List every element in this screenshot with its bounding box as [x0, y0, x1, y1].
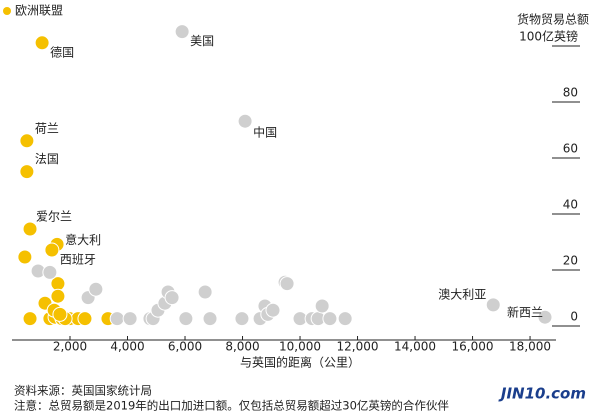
x-tick-label: 14,000 — [394, 340, 436, 354]
y-tick-label: 60 — [563, 142, 578, 156]
point — [22, 311, 38, 327]
point — [174, 24, 190, 40]
point — [19, 164, 35, 180]
point — [109, 311, 125, 327]
point — [164, 290, 180, 306]
point — [279, 276, 295, 292]
point-label: 美国 — [190, 34, 214, 48]
point — [337, 311, 353, 327]
point — [265, 302, 281, 318]
y-tick-label: 80 — [563, 86, 578, 100]
point — [122, 311, 138, 327]
y-tick-label: 40 — [563, 198, 578, 212]
point — [50, 288, 66, 304]
point-label: 新西兰 — [507, 305, 543, 320]
point — [322, 311, 338, 327]
y-tick-label: 20 — [563, 254, 578, 268]
source: 资料来源：英国国家统计局 — [14, 384, 152, 398]
note: 注意：总贸易额是2019年的出口加进口额。仅包括总贸易额超过30亿英镑的合作伙伴 — [14, 399, 449, 413]
x-tick-label: 16,000 — [452, 340, 494, 354]
y-tick-label: 0 — [570, 310, 578, 324]
x-axis-title: 与英国的距离（公里） — [240, 355, 360, 370]
point — [34, 35, 50, 51]
point — [42, 264, 58, 280]
point-label: 法国 — [35, 152, 59, 166]
point — [234, 311, 250, 327]
point — [17, 249, 33, 265]
point-label: 中国 — [253, 125, 277, 140]
legend-label: 欧洲联盟 — [15, 4, 63, 18]
y-axis-title: 货物贸易总额 — [517, 12, 589, 27]
point — [22, 221, 38, 237]
legend-swatch — [3, 7, 11, 15]
x-tick-label: 4,000 — [110, 340, 144, 354]
point-label: 爱尔兰 — [36, 209, 72, 224]
y-tick-label: 100亿英镑 — [519, 29, 578, 44]
point — [44, 242, 60, 258]
point — [77, 311, 93, 327]
x-tick-label: 18,000 — [509, 340, 551, 354]
point-label: 德国 — [50, 44, 74, 59]
point — [88, 281, 104, 297]
point-label: 荷兰 — [35, 121, 59, 135]
point — [197, 284, 213, 300]
point-label: 意大利 — [65, 232, 101, 247]
x-tick-label: 2,000 — [53, 340, 87, 354]
point-label: 澳大利亚 — [438, 287, 486, 301]
point — [52, 306, 68, 322]
logo: JIN10.com — [498, 385, 586, 403]
x-tick-label: 8,000 — [225, 340, 259, 354]
point — [237, 113, 253, 129]
point — [178, 311, 194, 327]
point — [19, 133, 35, 149]
x-tick-label: 10,000 — [279, 340, 321, 354]
point — [537, 309, 553, 325]
x-tick-label: 6,000 — [168, 340, 202, 354]
point-label: 西班牙 — [60, 253, 96, 267]
point — [314, 298, 330, 314]
x-tick-label: 12,000 — [337, 340, 379, 354]
point — [202, 311, 218, 327]
point — [485, 297, 501, 313]
